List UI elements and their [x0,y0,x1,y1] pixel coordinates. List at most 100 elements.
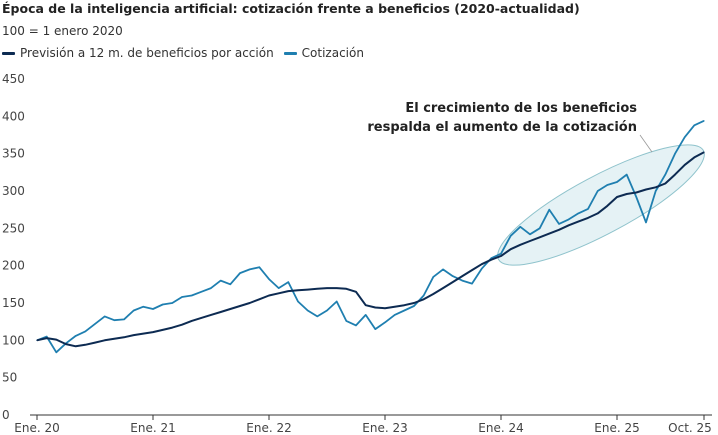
eps-point [432,293,434,295]
y-tick-label: 50 [2,371,17,385]
eps-point [674,173,676,176]
price-point [587,208,589,210]
eps-point [481,263,483,265]
price-point [539,227,541,229]
eps-point [568,224,570,226]
eps-point [123,336,125,338]
price-point [510,235,512,237]
price-point [597,190,599,192]
price-point [287,281,289,283]
eps-point [626,193,628,195]
annotation-leader-line [639,134,653,153]
eps-point [539,236,541,238]
price-point [500,253,502,255]
eps-point [519,244,521,246]
eps-point [162,329,164,331]
price-point [46,336,48,338]
y-tick-label: 150 [2,296,25,310]
price-point [152,308,154,310]
y-tick-label: 250 [2,221,25,235]
legend-swatch-price [283,51,297,55]
price-point [336,300,338,303]
eps-point [403,304,405,306]
y-tick-label: 100 [2,333,25,347]
price-point [664,173,666,176]
x-tick-label: Oct. 25 [668,421,712,435]
eps-point [684,164,686,166]
eps-point [142,333,144,335]
eps-point [75,345,77,347]
price-point [558,223,560,225]
legend-item-eps: Previsión a 12 m. de beneficios por acci… [2,46,274,60]
price-point [171,302,173,304]
price-point [75,335,77,337]
price-point [568,218,570,220]
price-point [84,330,86,332]
price-point [220,280,222,282]
price-point [606,184,608,186]
eps-point [384,307,386,309]
eps-point [152,331,154,333]
eps-point [84,344,86,346]
eps-point [703,151,705,153]
eps-point [548,232,550,235]
price-point [181,296,183,298]
price-point [548,209,550,211]
price-point [249,268,251,270]
x-tick-label: Ene. 22 [246,421,291,435]
series-line-eps-forecast [36,151,705,348]
eps-point [490,259,492,261]
x-tick-label: Ene. 21 [130,421,175,435]
eps-point [316,288,318,290]
eps-point [307,288,309,291]
price-point [481,268,483,270]
price-point [200,291,202,293]
chart-subtitle: 100 = 1 enero 2020 [2,24,123,38]
eps-point [336,287,338,289]
eps-point [36,339,38,341]
eps-point [355,291,357,293]
price-point [142,306,144,308]
eps-point [94,341,96,344]
price-point [316,315,318,318]
eps-point [413,302,415,304]
price-point [684,136,686,138]
eps-point [191,320,193,322]
price-point [519,226,521,228]
eps-point [229,308,231,310]
eps-point [200,317,202,319]
price-point [674,153,676,155]
price-point [490,257,492,259]
eps-point [365,304,367,306]
price-point [471,282,473,285]
price-point [278,287,280,289]
price-point [355,324,357,326]
eps-point [287,290,289,292]
eps-point [133,334,135,336]
eps-point [239,305,241,307]
legend-swatch-eps [2,51,15,55]
price-point [626,173,628,176]
price-point [529,233,531,235]
price-point [239,272,241,274]
price-point [297,300,299,303]
price-point [384,321,386,324]
eps-point [597,212,599,214]
x-tick-label: Ene. 25 [594,421,639,435]
eps-point [181,324,183,326]
y-tick-label: 0 [2,408,10,422]
eps-point [664,182,666,185]
price-point [645,221,647,223]
price-point [394,314,396,316]
price-point [123,318,125,321]
price-point [94,323,96,325]
eps-point [171,327,173,329]
y-tick-label: 300 [2,184,25,198]
price-point [345,320,347,322]
legend-label-price: Cotización [301,46,364,60]
eps-point [558,229,560,231]
price-point [635,196,637,198]
eps-point [452,281,454,283]
price-point [133,309,135,312]
eps-point [345,288,347,290]
